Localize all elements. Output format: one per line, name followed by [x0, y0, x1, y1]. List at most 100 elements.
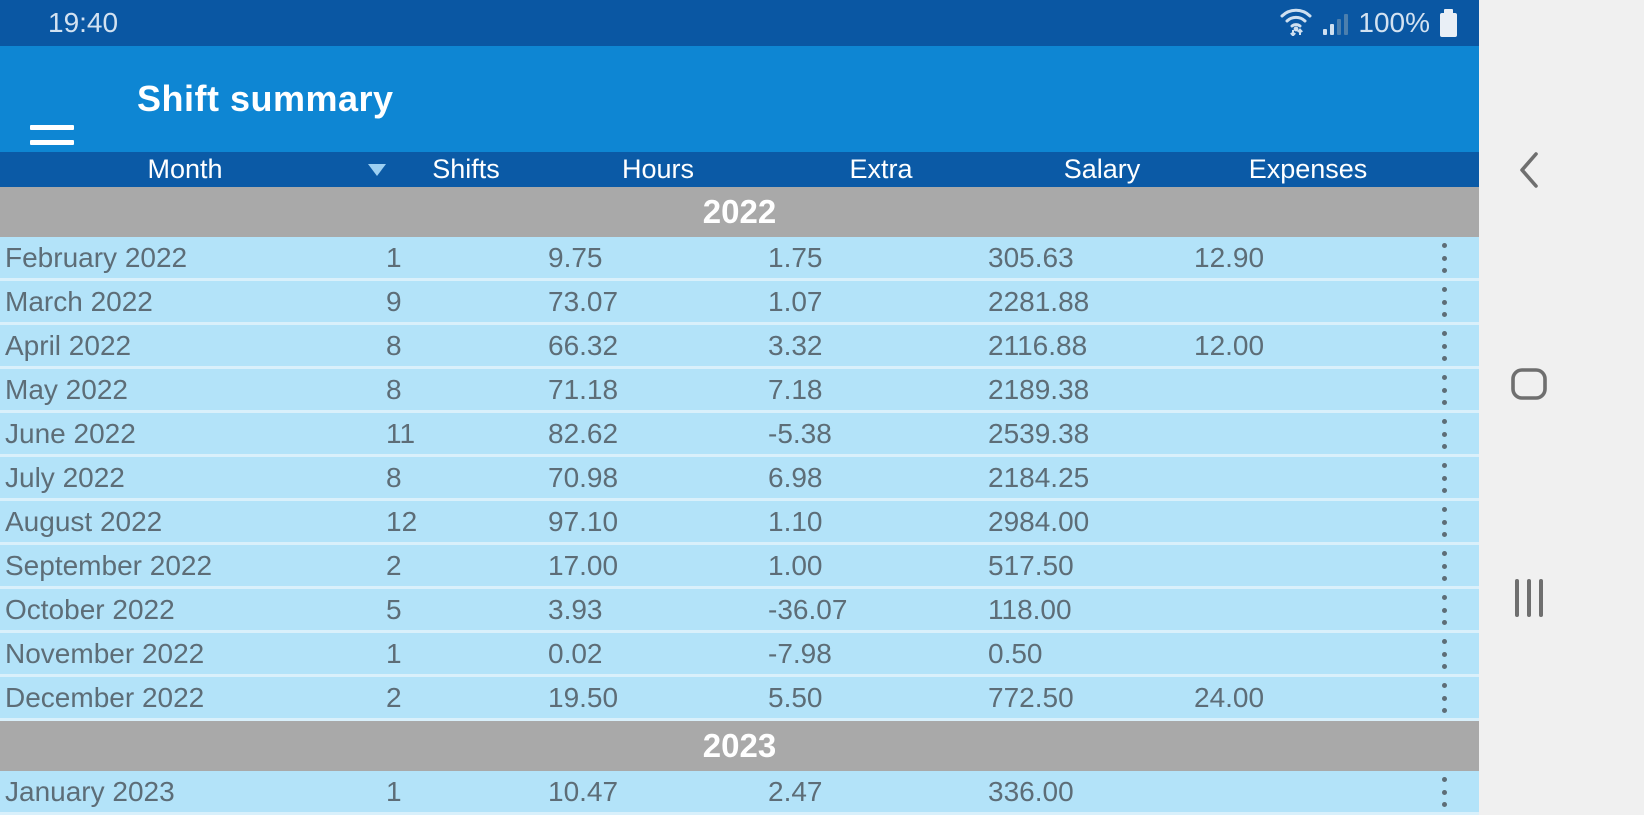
row-menu-icon[interactable] [1434, 683, 1454, 713]
cell-extra: -7.98 [768, 638, 832, 669]
cell-month: February 2022 [5, 242, 188, 273]
app-bar: Shift summary [0, 46, 1479, 160]
table-row[interactable]: March 2022 9 73.07 1.07 2281.88 [0, 281, 1479, 325]
cell-hours: 9.75 [548, 242, 603, 273]
table-row[interactable]: October 2022 5 3.93 -36.07 118.00 [0, 589, 1479, 633]
cell-hours: 97.10 [548, 506, 619, 537]
table-row[interactable]: January 2023 1 10.47 2.47 336.00 [0, 771, 1479, 815]
cell-shifts: 5 [386, 594, 402, 625]
column-header-extra[interactable]: Extra [849, 154, 913, 184]
cell-extra: 1.75 [768, 242, 823, 273]
navigation-bar [1479, 0, 1644, 800]
row-menu-icon[interactable] [1434, 777, 1454, 807]
cell-extra: 6.98 [768, 462, 823, 493]
cell-shifts: 1 [386, 638, 402, 669]
cell-extra: -5.38 [768, 418, 832, 449]
cell-month: July 2022 [5, 462, 125, 493]
status-icons: 100% [1279, 0, 1457, 46]
cell-extra: 7.18 [768, 374, 823, 405]
cell-expenses: 12.00 [1194, 330, 1265, 361]
table-body: 2022 February 2022 1 9.75 1.75 305.63 12.90 Mar… [0, 187, 1479, 815]
table-row[interactable]: April 2022 8 66.32 3.32 2116.88 12.00 [0, 325, 1479, 369]
page-title: Shift summary [137, 78, 394, 119]
cell-hours: 10.47 [548, 776, 619, 807]
cell-shifts: 1 [386, 776, 402, 807]
table-header: Month Shifts Hours Extra Salary Expenses [0, 152, 1479, 187]
cell-salary: 517.50 [988, 550, 1074, 581]
cell-month: June 2022 [5, 418, 136, 449]
cell-month: December 2022 [5, 682, 205, 713]
cell-shifts: 11 [386, 418, 416, 449]
app-screen: 19:40 100% [0, 0, 1479, 815]
year-section-header: 2023 [0, 721, 1479, 771]
cell-salary: 2539.38 [988, 418, 1090, 449]
cell-shifts: 12 [386, 506, 418, 537]
row-menu-icon[interactable] [1434, 375, 1454, 405]
table-row[interactable]: November 2022 1 0.02 -7.98 0.50 [0, 633, 1479, 677]
cell-shifts: 8 [386, 374, 402, 405]
cell-extra: -36.07 [768, 594, 848, 625]
battery-icon [1440, 8, 1457, 37]
cell-month: September 2022 [5, 550, 213, 581]
cell-hours: 19.50 [548, 682, 619, 713]
table-row[interactable]: September 2022 2 17.00 1.00 517.50 [0, 545, 1479, 589]
cell-hours: 3.93 [548, 594, 603, 625]
back-icon[interactable] [1507, 148, 1551, 192]
cell-shifts: 8 [386, 462, 402, 493]
battery-percent: 100% [1358, 7, 1430, 38]
cell-extra: 1.07 [768, 286, 823, 317]
table-row[interactable]: May 2022 8 71.18 7.18 2189.38 [0, 369, 1479, 413]
cell-hours: 70.98 [548, 462, 619, 493]
cell-salary: 2281.88 [988, 286, 1090, 317]
row-menu-icon[interactable] [1434, 331, 1454, 361]
cell-extra: 1.00 [768, 550, 823, 581]
row-menu-icon[interactable] [1434, 287, 1454, 317]
column-header-expenses[interactable]: Expenses [1248, 154, 1368, 184]
cell-expenses: 24.00 [1194, 682, 1265, 713]
cell-month: October 2022 [5, 594, 175, 625]
cell-shifts: 8 [386, 330, 402, 361]
column-header-salary[interactable]: Salary [1063, 154, 1141, 184]
table-row[interactable]: August 2022 12 97.10 1.10 2984.00 [0, 501, 1479, 545]
row-menu-icon[interactable] [1434, 639, 1454, 669]
cell-hours: 66.32 [548, 330, 619, 361]
cell-hours: 71.18 [548, 374, 619, 405]
row-menu-icon[interactable] [1434, 507, 1454, 537]
cell-hours: 0.02 [548, 638, 603, 669]
cell-hours: 17.00 [548, 550, 619, 581]
cell-salary: 2116.88 [988, 330, 1088, 361]
row-menu-icon[interactable] [1434, 595, 1454, 625]
cell-month: January 2023 [5, 776, 175, 807]
row-menu-icon[interactable] [1434, 419, 1454, 449]
cell-month: August 2022 [5, 506, 163, 537]
cell-month: April 2022 [5, 330, 132, 361]
cell-salary: 305.63 [988, 242, 1074, 273]
cell-month: March 2022 [5, 286, 153, 317]
column-header-hours[interactable]: Hours [621, 154, 695, 184]
home-icon[interactable] [1507, 362, 1551, 406]
cell-shifts: 9 [386, 286, 402, 317]
table-row[interactable]: July 2022 8 70.98 6.98 2184.25 [0, 457, 1479, 501]
row-menu-icon[interactable] [1434, 463, 1454, 493]
year-section-header: 2022 [0, 187, 1479, 237]
table-row[interactable]: June 2022 11 82.62 -5.38 2539.38 [0, 413, 1479, 457]
row-menu-icon[interactable] [1434, 551, 1454, 581]
table-row[interactable]: December 2022 2 19.50 5.50 772.50 24.00 [0, 677, 1479, 721]
cell-extra: 5.50 [768, 682, 823, 713]
column-header-month[interactable]: Month [147, 154, 223, 184]
status-time: 19:40 [48, 7, 119, 38]
cell-shifts: 1 [386, 242, 402, 273]
cell-month: May 2022 [5, 374, 128, 405]
row-menu-icon[interactable] [1434, 243, 1454, 273]
cell-salary: 2184.25 [988, 462, 1090, 493]
cell-expenses: 12.90 [1194, 242, 1265, 273]
cell-salary: 2189.38 [988, 374, 1090, 405]
table-row[interactable]: February 2022 1 9.75 1.75 305.63 12.90 [0, 237, 1479, 281]
cell-hours: 82.62 [548, 418, 619, 449]
column-header-shifts[interactable]: Shifts [432, 154, 500, 184]
cell-extra: 2.47 [768, 776, 823, 807]
recents-icon[interactable] [1507, 576, 1551, 620]
cell-salary: 2984.00 [988, 506, 1090, 537]
cell-extra: 3.32 [768, 330, 823, 361]
cell-month: November 2022 [5, 638, 205, 669]
